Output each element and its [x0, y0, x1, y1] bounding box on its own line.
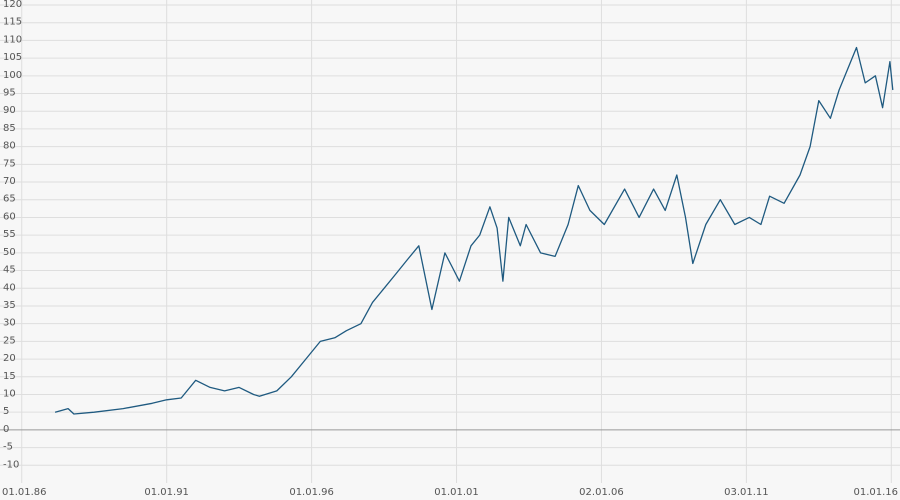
- y-tick-label: 45: [3, 265, 16, 276]
- y-tick-label: 35: [3, 300, 16, 311]
- y-tick-label: 120: [3, 0, 22, 10]
- y-tick-label: 25: [3, 335, 16, 346]
- x-tick-label: 01.01.16: [853, 487, 898, 498]
- x-tick-label: 01.01.01: [434, 487, 479, 498]
- x-tick-label: 01.01.96: [289, 487, 334, 498]
- y-tick-label: 20: [3, 353, 16, 364]
- y-tick-label: 60: [3, 211, 16, 222]
- y-tick-label: 70: [3, 176, 16, 187]
- y-tick-label: -10: [3, 459, 19, 470]
- y-tick-label: 0: [3, 424, 9, 435]
- y-tick-label: 80: [3, 141, 16, 152]
- y-tick-label: 50: [3, 247, 16, 258]
- y-tick-label: 75: [3, 158, 16, 169]
- y-tick-label: 90: [3, 105, 16, 116]
- price-line: [54, 46, 894, 415]
- y-tick-label: 105: [3, 52, 22, 63]
- y-tick-label: 40: [3, 282, 16, 293]
- y-tick-label: 65: [3, 194, 16, 205]
- y-tick-label: 30: [3, 318, 16, 329]
- y-tick-label: 115: [3, 17, 22, 28]
- y-tick-label: 5: [3, 406, 9, 417]
- y-tick-label: 100: [3, 70, 22, 81]
- y-tick-label: 15: [3, 371, 16, 382]
- y-tick-label: 10: [3, 388, 16, 399]
- x-tick-label: 01.01.86: [2, 487, 47, 498]
- x-tick-label: 03.01.11: [724, 487, 769, 498]
- y-tick-label: 95: [3, 88, 16, 99]
- y-tick-label: 110: [3, 34, 22, 45]
- y-tick-label: 55: [3, 229, 16, 240]
- x-tick-label: 01.01.91: [144, 487, 189, 498]
- y-tick-label: 85: [3, 123, 16, 134]
- y-tick-label: -5: [3, 442, 13, 453]
- x-tick-label: 02.01.06: [579, 487, 624, 498]
